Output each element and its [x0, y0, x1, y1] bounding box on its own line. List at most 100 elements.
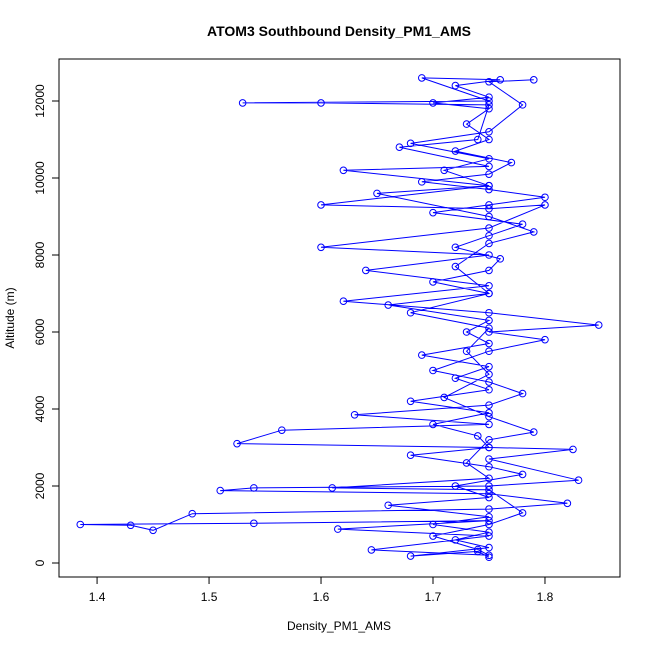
point [373, 189, 381, 198]
point [76, 520, 85, 529]
point [406, 552, 415, 560]
point [496, 255, 504, 263]
point [485, 462, 493, 471]
point [216, 486, 225, 495]
point [541, 201, 549, 209]
point [451, 536, 460, 544]
point [529, 76, 538, 84]
point [485, 281, 493, 290]
point [569, 445, 577, 454]
point [250, 484, 258, 492]
point [339, 297, 348, 305]
point [485, 224, 493, 232]
point [485, 493, 493, 502]
point [574, 476, 583, 485]
point [418, 178, 426, 186]
x-tick-label: 1.8 [537, 590, 554, 604]
point [429, 420, 437, 429]
point [451, 147, 460, 155]
point [250, 519, 258, 528]
point [485, 553, 493, 562]
series-line [80, 77, 599, 558]
point [485, 316, 493, 325]
point [541, 193, 549, 202]
point [485, 104, 493, 113]
y-tick-label: 8000 [33, 241, 47, 268]
point [149, 526, 157, 535]
point [485, 385, 493, 394]
point [462, 459, 471, 467]
point [485, 486, 493, 494]
point [518, 389, 527, 398]
point [485, 362, 493, 371]
point [485, 97, 493, 105]
point [485, 128, 493, 136]
x-tick-label: 1.7 [425, 590, 442, 604]
point [440, 166, 448, 175]
point [485, 412, 493, 421]
point [451, 374, 460, 382]
x-tick-label: 1.4 [89, 590, 106, 604]
point [485, 505, 493, 513]
point [485, 308, 493, 317]
point [334, 525, 342, 533]
point [485, 489, 493, 498]
point [429, 278, 437, 286]
y-axis-label: Altitude (m) [3, 287, 17, 348]
point [485, 289, 493, 298]
y-tick-label: 4000 [33, 395, 47, 422]
point [485, 201, 493, 209]
point [594, 321, 603, 329]
y-tick-label: 10000 [33, 161, 47, 195]
point [339, 166, 348, 175]
point [518, 101, 527, 109]
point [429, 366, 437, 375]
point [485, 324, 493, 332]
point [238, 99, 247, 107]
point [485, 266, 493, 275]
point [462, 328, 471, 336]
point [451, 81, 460, 90]
point [485, 154, 493, 163]
point [485, 370, 493, 379]
point [462, 347, 471, 356]
point [317, 201, 325, 209]
point [473, 545, 482, 554]
point [485, 482, 493, 490]
point [188, 509, 197, 518]
point [485, 401, 493, 409]
point [563, 499, 572, 508]
x-tick-label: 1.5 [201, 590, 218, 604]
point [485, 212, 493, 221]
point [485, 520, 493, 529]
point [541, 335, 549, 344]
point [485, 551, 493, 560]
point [317, 99, 325, 107]
y-tick-label: 6000 [33, 318, 47, 345]
point [485, 93, 493, 101]
x-tick-label: 1.6 [313, 590, 330, 604]
point [518, 509, 527, 517]
point [485, 443, 493, 452]
point [485, 532, 493, 540]
point [529, 228, 538, 236]
point [485, 170, 493, 178]
point [384, 501, 393, 510]
plot-frame [58, 58, 621, 578]
point [485, 378, 493, 386]
point [485, 239, 493, 248]
point [485, 328, 493, 336]
point [485, 204, 493, 213]
point [406, 308, 415, 317]
y-tick-label: 0 [33, 559, 47, 566]
point [485, 185, 493, 194]
point [485, 231, 493, 240]
point [429, 532, 437, 540]
point [485, 181, 493, 190]
point [406, 397, 415, 406]
point [518, 220, 527, 228]
point [485, 162, 493, 171]
point [485, 347, 493, 356]
